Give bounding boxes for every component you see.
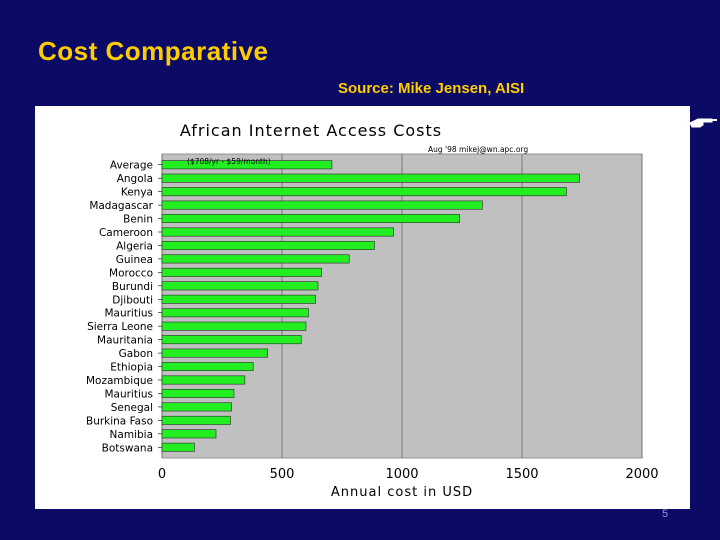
x-tick-label: 0 <box>158 467 166 482</box>
bar <box>161 415 231 425</box>
category-label: Namibia <box>110 429 153 441</box>
category-label: Gabon <box>119 348 153 360</box>
bar <box>161 308 309 318</box>
bar <box>161 429 217 439</box>
bar <box>161 388 235 398</box>
category-label: Madagascar <box>89 200 153 212</box>
category-label: Mauritius <box>104 388 153 400</box>
chart-subtitle: Aug '98 mikej@wn.apc.org <box>428 145 528 154</box>
category-label: Mauritius <box>104 308 153 320</box>
bar <box>161 173 580 183</box>
category-label: Burkina Faso <box>86 415 153 427</box>
bar <box>161 442 195 452</box>
category-label: Mauritania <box>97 335 153 347</box>
category-label: Benin <box>123 214 153 226</box>
x-ticks: 0 500 1000 1500 2000 <box>158 467 659 482</box>
slide-title: Cost Comparative <box>38 36 269 66</box>
bar <box>161 321 307 331</box>
bar <box>161 348 268 358</box>
category-label: Algeria <box>116 240 153 252</box>
category-label: Kenya <box>121 187 153 199</box>
category-label: Senegal <box>111 402 153 414</box>
bar <box>161 294 316 304</box>
chart-panel: Average Angola Kenya Madagascar Benin Cameroo… <box>35 106 690 509</box>
bar <box>161 214 460 224</box>
bars <box>161 160 580 452</box>
pointing-hand-icon <box>689 118 717 128</box>
bar <box>161 281 319 291</box>
x-tick-label: 2000 <box>625 467 658 482</box>
bar <box>161 200 483 210</box>
bar <box>161 362 254 372</box>
category-label: Guinea <box>116 254 153 266</box>
x-tick-label: 1500 <box>505 467 538 482</box>
bar <box>161 402 232 412</box>
category-label: Sierra Leone <box>87 321 153 333</box>
bar <box>161 227 394 237</box>
category-label: Average <box>110 160 153 172</box>
bar <box>161 187 567 197</box>
category-label: Burundi <box>112 281 153 293</box>
category-label: Djibouti <box>112 294 153 306</box>
page-number: 5 <box>662 508 669 520</box>
category-label: Morocco <box>109 267 153 279</box>
category-label: Ethiopia <box>110 362 153 374</box>
category-label: Botswana <box>102 442 153 454</box>
x-tick-label: 500 <box>270 467 295 482</box>
bar <box>161 335 302 345</box>
chart-annotation: ($708/yr - $59/month) <box>187 157 271 166</box>
category-label: Angola <box>117 173 153 185</box>
slide-source: Source: Mike Jensen, AISI <box>338 80 525 97</box>
category-label: Cameroon <box>99 227 153 239</box>
chart-title: African Internet Access Costs <box>180 121 442 140</box>
x-axis-label: Annual cost in USD <box>331 485 473 500</box>
category-label: Mozambique <box>86 375 153 387</box>
bar <box>161 267 322 277</box>
bar <box>161 240 375 250</box>
bar <box>161 254 350 264</box>
x-tick-label: 1000 <box>385 467 418 482</box>
bar <box>161 375 246 385</box>
